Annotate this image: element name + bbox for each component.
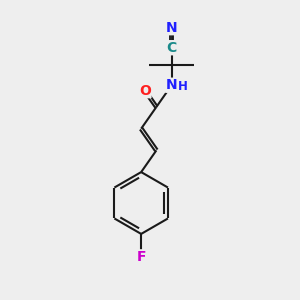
Text: O: O — [139, 84, 151, 98]
Text: N: N — [166, 21, 177, 35]
Text: F: F — [136, 250, 146, 264]
Text: H: H — [178, 80, 188, 93]
Text: C: C — [167, 41, 177, 55]
Text: N: N — [166, 78, 177, 92]
